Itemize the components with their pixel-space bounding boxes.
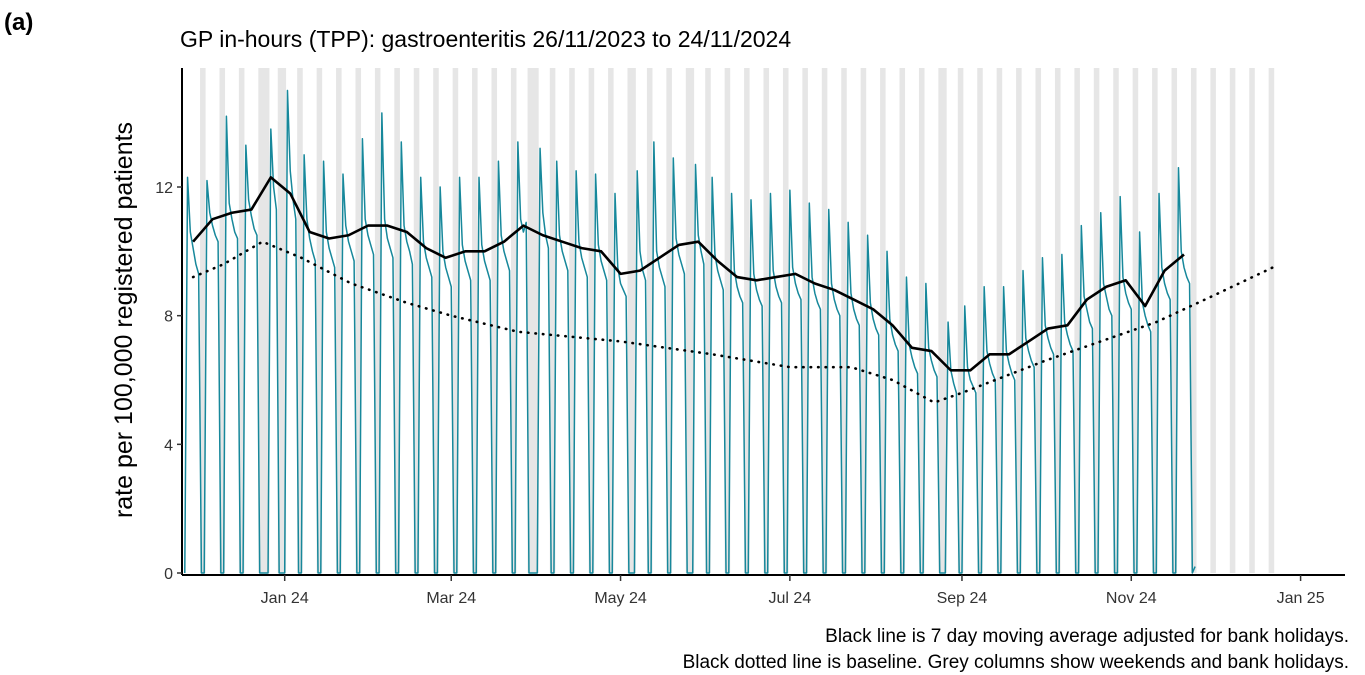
shading-layer [200, 68, 1275, 573]
shaded-column [802, 68, 808, 573]
shaded-column [1249, 68, 1255, 573]
shaded-column [355, 68, 362, 573]
shaded-column [472, 68, 478, 573]
shaded-column [996, 68, 1003, 573]
shaded-column [1210, 68, 1216, 573]
shaded-column [1016, 68, 1022, 573]
shaded-column [1035, 68, 1042, 573]
shaded-column [646, 68, 653, 573]
shaded-column [841, 68, 847, 573]
x-tick-label: Jan 24 [261, 590, 309, 607]
shaded-column [918, 68, 925, 573]
shaded-column [880, 68, 886, 573]
x-tick-label: Sep 24 [937, 590, 988, 607]
y-tick-label: 0 [164, 566, 173, 583]
x-tick-label: Nov 24 [1106, 590, 1157, 607]
shaded-column [1054, 68, 1061, 573]
x-tick-label: Jul 24 [769, 590, 812, 607]
shaded-column [666, 68, 672, 573]
shaded-column [219, 68, 226, 573]
shaded-column [258, 68, 270, 573]
data-line [192, 176, 1185, 372]
shaded-column [588, 68, 595, 573]
shaded-column [336, 68, 342, 573]
plot-layer [184, 89, 1275, 574]
shaded-column [1268, 68, 1275, 573]
y-tick-label: 12 [155, 180, 173, 197]
y-tick-label: 4 [164, 437, 173, 454]
shaded-column [549, 68, 556, 573]
shaded-column [763, 68, 770, 573]
x-tick-label: Jan 25 [1277, 590, 1325, 607]
shaded-column [782, 68, 789, 573]
shaded-column [957, 68, 964, 573]
axes-layer: 0 4 8 12 Jan 24 Mar 24 May 24 Jul 24 Sep 24 Nov 2… [155, 68, 1345, 607]
footnote: Black line is 7 day moving average adjus… [825, 626, 1349, 647]
shaded-column [277, 68, 287, 573]
shaded-column [1113, 68, 1119, 573]
shaded-column [238, 68, 245, 573]
chart-title: GP in-hours (TPP): gastroenteritis 26/11… [180, 26, 791, 52]
shaded-column [1093, 68, 1100, 573]
x-tick-label: May 24 [594, 590, 647, 607]
shaded-column [316, 68, 323, 573]
shaded-column [491, 68, 498, 573]
shaded-column [899, 68, 906, 573]
shaded-column [510, 68, 517, 573]
y-tick-label: 8 [164, 309, 173, 326]
shaded-column [394, 68, 400, 573]
shaded-column [1152, 68, 1158, 573]
shaded-column [724, 68, 731, 573]
shaded-column [1190, 68, 1197, 573]
shaded-column [374, 68, 381, 573]
shaded-column [1132, 68, 1139, 573]
shaded-column [1074, 68, 1080, 573]
shaded-column [705, 68, 711, 573]
baseline-line [191, 240, 1275, 404]
shaded-column [977, 68, 983, 573]
shaded-column [627, 68, 636, 573]
panel-label: (a) [4, 9, 33, 36]
shaded-column [452, 68, 459, 573]
shaded-column [608, 68, 614, 573]
shaded-column [297, 68, 303, 573]
shaded-column [821, 68, 828, 573]
shaded-column [569, 68, 575, 573]
shaded-column [1171, 68, 1178, 573]
shaded-column [527, 68, 539, 573]
shaded-column [938, 68, 947, 573]
shaded-column [744, 68, 750, 573]
shaded-column [200, 68, 206, 573]
footnote: Black dotted line is baseline. Grey colu… [683, 652, 1349, 673]
shaded-column [860, 68, 867, 573]
shaded-column [1229, 68, 1236, 573]
y-axis-label: rate per 100,000 registered patients [110, 122, 138, 518]
shaded-column [413, 68, 420, 573]
shaded-column [433, 68, 439, 573]
x-tick-label: Mar 24 [426, 590, 476, 607]
shaded-column [685, 68, 695, 573]
